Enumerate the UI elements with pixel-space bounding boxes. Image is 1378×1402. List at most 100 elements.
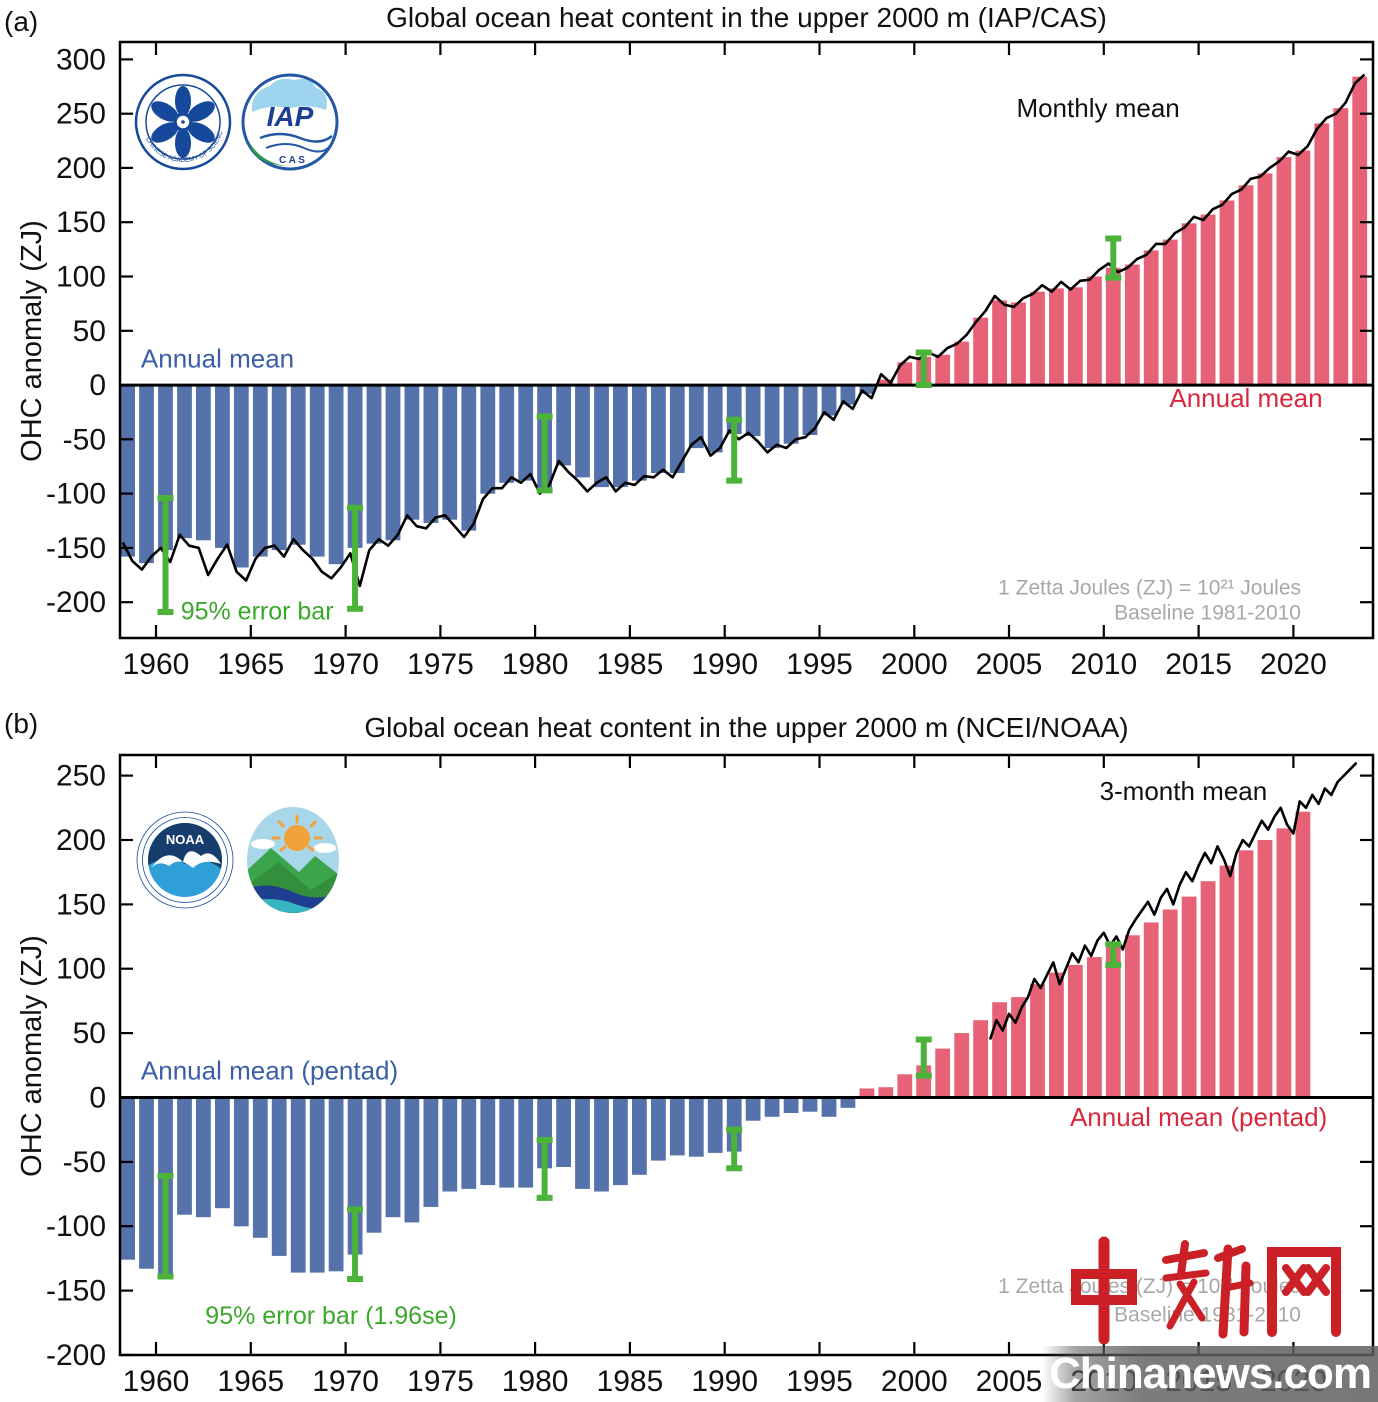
bar-2020 — [1295, 811, 1311, 1098]
bar-2017 — [1238, 850, 1254, 1098]
bar-1995 — [821, 1097, 837, 1117]
axis-ticks — [120, 755, 1373, 1357]
annotation-text: 3-month mean — [1100, 776, 1268, 806]
bar-1965 — [252, 1097, 268, 1238]
x-tick-label: 1990 — [691, 1365, 758, 1398]
iap-logo-subtext: C A S — [279, 155, 305, 166]
bar-1960 — [158, 385, 173, 551]
annotation-text: Baseline 1981-2010 — [1114, 602, 1301, 625]
y-tick-label: 0 — [89, 1082, 106, 1115]
bar-1964 — [233, 1097, 249, 1227]
bar-1973 — [404, 1097, 420, 1223]
x-tick-label: 1985 — [597, 648, 664, 681]
chinanews-site-text: Chinanews.com — [1049, 1349, 1372, 1398]
bar-1961 — [177, 385, 192, 539]
bar-2001 — [935, 1048, 951, 1098]
bar-1968 — [309, 1097, 325, 1273]
annual-mean-bars — [120, 76, 1368, 568]
bar-1997 — [859, 1088, 875, 1098]
y-tick-label: -100 — [46, 478, 106, 511]
bar-1984 — [613, 385, 628, 488]
bar-1974 — [423, 385, 439, 523]
x-tick-label: 2005 — [976, 1365, 1043, 1398]
annual-mean-bars — [120, 811, 1311, 1277]
bar-2003 — [973, 1020, 988, 1098]
panel-b-label: (b) — [4, 708, 39, 739]
bar-2020 — [1295, 150, 1311, 386]
y-tick-label: -150 — [46, 1275, 106, 1308]
char-zhong — [1071, 1236, 1137, 1345]
bar-2001 — [935, 354, 951, 386]
bar-2008 — [1068, 964, 1083, 1098]
cas-snowflake-icon — [151, 86, 215, 158]
bar-1994 — [802, 1097, 818, 1112]
bar-2023 — [1352, 76, 1368, 385]
bar-1975 — [442, 385, 458, 520]
bar-1981 — [556, 385, 571, 466]
char-xin — [1162, 1240, 1254, 1339]
noaa-logo: NOAA — [136, 811, 234, 909]
cas-logo: CHINESE ACADEMY OF SCIENCES — [134, 73, 232, 171]
bar-2015 — [1200, 881, 1216, 1098]
annotation-text: Annual mean (pentad) — [141, 1056, 398, 1086]
error-bars — [157, 941, 1122, 1283]
annotation-text: 1 Zetta Joules (ZJ) = 10²¹ Joules — [998, 577, 1301, 600]
plot-frame — [118, 753, 1375, 1357]
bar-1970 — [347, 1097, 363, 1255]
ncei-sun-icon — [271, 814, 323, 852]
bar-1961 — [177, 1097, 192, 1215]
bar-2010 — [1105, 267, 1121, 385]
noaa-logo-text: NOAA — [166, 832, 205, 847]
bar-1963 — [215, 385, 230, 548]
bar-1981 — [556, 1097, 571, 1167]
bar-1977 — [480, 385, 496, 494]
annotation-text: 95% error bar (1.96se) — [205, 1302, 457, 1330]
iap-hills-shape — [248, 140, 286, 166]
annotation-text: 95% error bar — [181, 598, 334, 626]
bar-1996 — [840, 1097, 856, 1108]
bar-1969 — [328, 385, 344, 565]
y-tick-label: 250 — [56, 760, 106, 793]
bar-1972 — [385, 385, 401, 541]
bar-1985 — [632, 385, 647, 481]
y-tick-label: 300 — [56, 43, 106, 76]
bar-2011 — [1124, 264, 1140, 386]
bar-1980 — [537, 1097, 552, 1169]
bar-1988 — [688, 1097, 704, 1157]
bar-1973 — [404, 385, 420, 520]
bar-1979 — [518, 1097, 534, 1188]
y-tick-label: -50 — [63, 1146, 106, 1179]
x-tick-label: 1975 — [407, 648, 474, 681]
bar-1995 — [821, 385, 837, 416]
bar-2012 — [1143, 922, 1159, 1098]
x-tick-label: 2015 — [1165, 648, 1232, 681]
bar-2005 — [1011, 302, 1026, 385]
x-tick-label: 1975 — [407, 1365, 474, 1398]
bar-2011 — [1124, 935, 1140, 1098]
axis-ticks — [120, 42, 1373, 638]
x-tick-label: 1995 — [786, 1365, 853, 1398]
plot-frame — [118, 40, 1375, 640]
y-tick-label: -150 — [46, 532, 106, 565]
bar-2014 — [1181, 896, 1197, 1098]
x-tick-label: 1960 — [123, 1365, 190, 1398]
y-tick-label: 50 — [73, 315, 106, 348]
bar-1978 — [499, 385, 515, 483]
x-tick-label: 1965 — [217, 1365, 284, 1398]
bar-1969 — [328, 1097, 344, 1272]
annotation-text: Annual mean — [141, 344, 294, 374]
bar-1997 — [859, 385, 875, 394]
y-tick-label: 200 — [56, 152, 106, 185]
bar-1959 — [139, 385, 154, 564]
x-tick-label: 2000 — [881, 648, 948, 681]
bar-2017 — [1238, 185, 1254, 386]
bar-1999 — [897, 362, 913, 386]
bar-1976 — [461, 1097, 477, 1189]
x-tick-label: 2005 — [976, 648, 1043, 681]
bar-2016 — [1219, 865, 1235, 1098]
iap-logo-text: IAP — [267, 101, 314, 132]
bar-1968 — [309, 385, 325, 557]
x-tick-label: 2000 — [881, 1365, 948, 1398]
iap-cloud-shape — [251, 78, 327, 112]
mean-line — [988, 761, 1358, 1040]
